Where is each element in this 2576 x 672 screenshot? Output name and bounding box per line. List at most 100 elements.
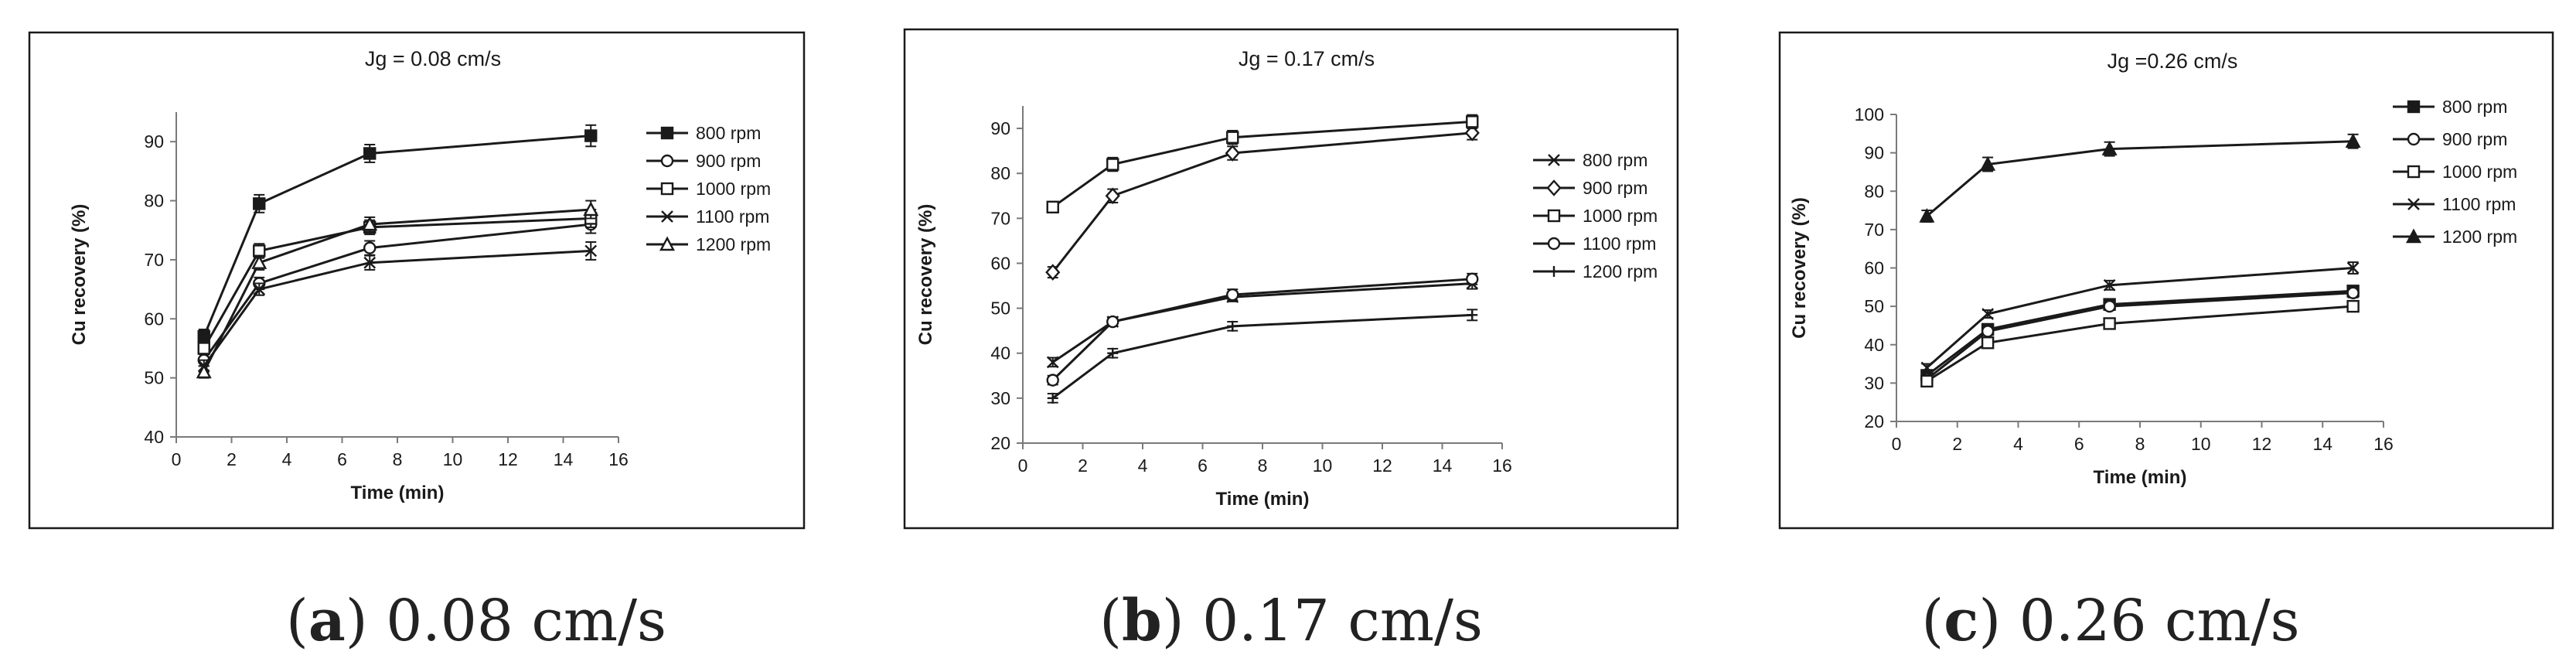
data-point [1106, 158, 1119, 171]
x-tick-label: 8 [2135, 434, 2145, 454]
y-tick-label: 100 [1855, 104, 1884, 125]
legend-marker [2407, 100, 2421, 114]
chart-title: Jg =0.26 cm/s [2107, 49, 2238, 73]
data-point [2346, 261, 2360, 275]
x-tick-label: 12 [2252, 434, 2272, 454]
x-tick-label: 12 [1372, 455, 1392, 476]
x-tick-label: 4 [2013, 434, 2023, 454]
series-1200-rpm [1919, 133, 2361, 223]
data-point [363, 256, 377, 269]
x-axis-label: Time (min) [351, 483, 445, 503]
caption-b-text: 0.17 cm/s [1202, 588, 1483, 654]
data-point [1919, 207, 1935, 223]
legend-marker [2407, 165, 2421, 179]
series-900-rpm [1045, 125, 1480, 281]
series-1100-rpm [1920, 261, 2360, 374]
data-point [1920, 361, 1934, 374]
data-point [253, 197, 266, 210]
caption-c: (c) 0.26 cm/s [1921, 588, 2300, 654]
data-point [1107, 347, 1119, 359]
legend-item: 900 rpm [1533, 178, 1647, 198]
data-point [1046, 200, 1059, 213]
series-1200-rpm [1047, 309, 1478, 404]
legend-label: 1100 rpm [2442, 194, 2516, 214]
x-tick-label: 10 [2191, 434, 2211, 454]
y-tick-label: 90 [990, 118, 1010, 138]
data-point [196, 363, 212, 379]
x-tick-label: 12 [498, 449, 518, 469]
legend-marker [661, 210, 673, 223]
data-point [1467, 309, 1478, 321]
data-point [363, 241, 377, 254]
series-1000-rpm [1920, 299, 2360, 388]
legend-label: 900 rpm [1583, 178, 1647, 198]
y-tick-label: 50 [1864, 296, 1884, 316]
legend-label: 1100 rpm [1583, 234, 1656, 254]
data-point [1105, 187, 1120, 205]
legend-marker [2407, 198, 2420, 210]
data-point [253, 283, 266, 295]
caption-a-text: 0.08 cm/s [386, 588, 667, 654]
series-line [203, 223, 591, 361]
chart-panel-1: Jg = 0.08 cm/s 0 2 4 6 8 10 12 14 16 40 50 60 70 80 90 T… [28, 31, 806, 530]
y-tick-label: 60 [990, 253, 1010, 273]
data-point [1464, 125, 1480, 142]
data-point [584, 244, 598, 258]
legend-item: 800 rpm [2393, 97, 2507, 117]
y-tick-label: 70 [1864, 220, 1884, 240]
legend-label: 900 rpm [696, 151, 761, 171]
x-tick-label: 14 [554, 449, 574, 469]
x-tick-label: 6 [2074, 434, 2084, 454]
data-point [1046, 374, 1059, 387]
y-axis-label: Cu recovery (%) [1789, 197, 1810, 339]
y-tick-label: 80 [1864, 181, 1884, 201]
y-axis-label: Cu recovery (%) [69, 204, 90, 346]
data-point [2103, 317, 2116, 330]
data-point [1047, 392, 1058, 404]
caption-c-letter: c [1944, 588, 1979, 654]
data-point [1466, 115, 1479, 128]
y-tick-label: 30 [990, 388, 1010, 408]
series-line [203, 249, 591, 367]
caption-b-letter: b [1121, 588, 1162, 654]
y-tick-label: 40 [1864, 335, 1884, 355]
y-tick-label: 80 [144, 191, 164, 211]
series-line [1051, 120, 1473, 209]
y-tick-label: 40 [144, 427, 164, 447]
series-line [203, 208, 591, 373]
x-tick-label: 4 [1138, 455, 1148, 476]
data-point [583, 201, 599, 217]
caption-a: (a) 0.08 cm/s [285, 588, 667, 654]
legend: 800 rpm 900 rpm 1000 rpm 1100 rpm 1200 rpm [2393, 97, 2517, 247]
chart-frame [28, 31, 806, 530]
series-line [1926, 140, 2353, 217]
legend: 800 rpm 900 rpm 1000 rpm 1100 rpm 1200 rpm [1533, 150, 1658, 281]
data-point [1981, 336, 1995, 350]
data-point [2103, 299, 2116, 313]
legend-item: 1200 rpm [1533, 261, 1658, 281]
y-tick-label: 70 [990, 208, 1010, 228]
legend-marker [2407, 132, 2421, 146]
legend-marker [660, 126, 674, 140]
legend-item: 1000 rpm [1533, 206, 1658, 226]
data-point [2346, 286, 2360, 299]
x-axis-label: Time (min) [1216, 489, 1310, 510]
caption-c-text: 0.26 cm/s [2019, 588, 2300, 654]
data-point [1045, 264, 1061, 281]
y-tick-label: 40 [990, 343, 1010, 363]
caption-b: (b) 0.17 cm/s [1099, 588, 1483, 654]
legend-item: 1100 rpm [1533, 234, 1656, 254]
y-tick-label: 50 [990, 298, 1010, 319]
chart-title: Jg = 0.17 cm/s [1239, 47, 1375, 70]
chart-panel-2: Jg = 0.17 cm/s 0 2 4 6 8 10 12 14 16 20 30 40 50 60 70 8… [903, 28, 1679, 530]
legend-label: 1000 rpm [696, 179, 771, 199]
legend-item: 1000 rpm [646, 179, 771, 199]
legend-item: 1200 rpm [646, 234, 771, 254]
x-tick-label: 16 [1492, 455, 1512, 476]
y-axis-label: Cu recovery (%) [915, 204, 936, 346]
series-1000-rpm [1046, 114, 1479, 213]
legend-marker [1549, 266, 1559, 277]
series-line [1051, 313, 1473, 400]
data-point [584, 129, 598, 142]
legend-marker [1547, 209, 1561, 223]
